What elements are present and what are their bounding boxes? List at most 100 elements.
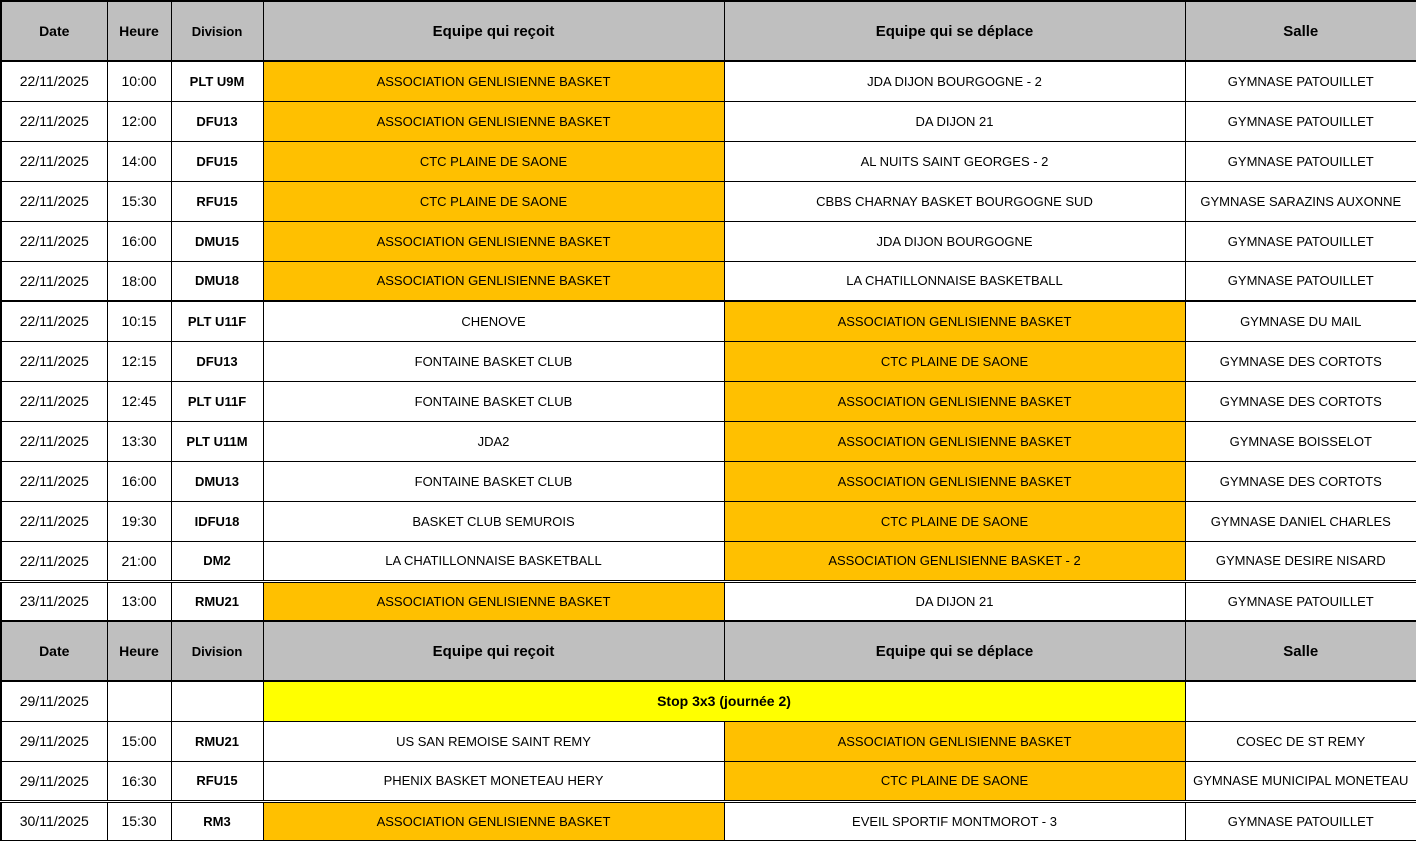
cell-away-team: ASSOCIATION GENLISIENNE BASKET - 2 [723, 540, 1186, 582]
cell-date: 22/11/2025 [0, 500, 108, 542]
column-header-equipe-deplace: Equipe qui se déplace [723, 620, 1186, 682]
cell-salle: GYMNASE DES CORTOTS [1184, 340, 1416, 382]
cell-home-team: CHENOVE [262, 300, 725, 342]
cell-division: DMU13 [170, 460, 264, 502]
cell-home-team: ASSOCIATION GENLISIENNE BASKET [262, 60, 725, 102]
cell-division: DFU13 [170, 340, 264, 382]
cell-date: 22/11/2025 [0, 460, 108, 502]
cell-salle: GYMNASE PATOUILLET [1184, 100, 1416, 142]
cell-away-team: ASSOCIATION GENLISIENNE BASKET [723, 300, 1186, 342]
cell-time: 13:00 [106, 579, 172, 622]
cell-salle: GYMNASE PATOUILLET [1184, 60, 1416, 102]
cell-division: RMU21 [170, 720, 264, 762]
stop3x3-banner-label: Stop 3x3 (journée 2) [262, 680, 1186, 722]
cell-division: DFU15 [170, 140, 264, 182]
cell-home-team: US SAN REMOISE SAINT REMY [262, 720, 725, 762]
cell-home-team: FONTAINE BASKET CLUB [262, 340, 725, 382]
column-header-equipe-recoit: Equipe qui reçoit [262, 620, 725, 682]
cell-away-team: AL NUITS SAINT GEORGES - 2 [723, 140, 1186, 182]
cell-date: 22/11/2025 [0, 260, 108, 302]
cell-salle: GYMNASE BOISSELOT [1184, 420, 1416, 462]
cell-date: 29/11/2025 [0, 720, 108, 762]
cell-salle [1184, 680, 1416, 722]
cell-away-team: CTC PLAINE DE SAONE [723, 340, 1186, 382]
cell-home-team: BASKET CLUB SEMUROIS [262, 500, 725, 542]
cell-date: 22/11/2025 [0, 420, 108, 462]
cell-away-team: ASSOCIATION GENLISIENNE BASKET [723, 460, 1186, 502]
cell-division: DMU18 [170, 260, 264, 302]
cell-time: 19:30 [106, 500, 172, 542]
match-row: 22/11/2025 12:45 PLT U11F FONTAINE BASKET C… [0, 380, 1416, 422]
cell-away-team: JDA DIJON BOURGOGNE - 2 [723, 60, 1186, 102]
cell-time: 12:15 [106, 340, 172, 382]
column-header-division: Division [170, 0, 264, 62]
cell-date: 22/11/2025 [0, 140, 108, 182]
cell-time: 10:00 [106, 60, 172, 102]
cell-division: RM3 [170, 799, 264, 841]
cell-salle: GYMNASE DESIRE NISARD [1184, 540, 1416, 582]
cell-away-team: ASSOCIATION GENLISIENNE BASKET [723, 420, 1186, 462]
cell-home-team: ASSOCIATION GENLISIENNE BASKET [262, 260, 725, 302]
cell-home-team: ASSOCIATION GENLISIENNE BASKET [262, 220, 725, 262]
cell-salle: GYMNASE DANIEL CHARLES [1184, 500, 1416, 542]
cell-time: 14:00 [106, 140, 172, 182]
cell-date: 22/11/2025 [0, 220, 108, 262]
cell-salle: GYMNASE PATOUILLET [1184, 799, 1416, 841]
cell-date: 22/11/2025 [0, 340, 108, 382]
cell-salle: GYMNASE MUNICIPAL MONETEAU [1184, 760, 1416, 802]
cell-away-team: EVEIL SPORTIF MONTMOROT - 3 [723, 799, 1186, 841]
cell-division [170, 680, 264, 722]
cell-division: DMU15 [170, 220, 264, 262]
cell-division: RFU15 [170, 760, 264, 802]
match-row: 23/11/2025 13:00 RMU21 ASSOCIATION GENLISIE… [0, 579, 1416, 622]
match-row: 22/11/2025 13:30 PLT U11M JDA2 ASSOCIATION G… [0, 420, 1416, 462]
match-row: 22/11/2025 10:00 PLT U9M ASSOCIATION GENLIS… [0, 60, 1416, 102]
cell-date: 22/11/2025 [0, 300, 108, 342]
cell-salle: GYMNASE DES CORTOTS [1184, 460, 1416, 502]
cell-date: 22/11/2025 [0, 60, 108, 102]
column-header-heure: Heure [106, 620, 172, 682]
cell-division: PLT U11F [170, 380, 264, 422]
match-row: 30/11/2025 15:30 RM3 ASSOCIATION GENLISIENN… [0, 799, 1416, 841]
match-row: 22/11/2025 15:30 RFU15 CTC PLAINE DE SAONE C… [0, 180, 1416, 222]
cell-away-team: DA DIJON 21 [723, 579, 1186, 622]
cell-home-team: FONTAINE BASKET CLUB [262, 380, 725, 422]
cell-date: 23/11/2025 [0, 579, 108, 622]
cell-time: 15:30 [106, 799, 172, 841]
cell-division: RFU15 [170, 180, 264, 222]
cell-time: 10:15 [106, 300, 172, 342]
cell-division: DFU13 [170, 100, 264, 142]
cell-division: PLT U11F [170, 300, 264, 342]
cell-away-team: LA CHATILLONNAISE BASKETBALL [723, 260, 1186, 302]
cell-division: RMU21 [170, 579, 264, 622]
column-header-date: Date [0, 620, 108, 682]
cell-away-team: CTC PLAINE DE SAONE [723, 760, 1186, 802]
cell-time: 12:00 [106, 100, 172, 142]
cell-date: 29/11/2025 [0, 760, 108, 802]
cell-home-team: ASSOCIATION GENLISIENNE BASKET [262, 100, 725, 142]
cell-away-team: ASSOCIATION GENLISIENNE BASKET [723, 380, 1186, 422]
match-row: 22/11/2025 21:00 DM2 LA CHATILLONNAISE BASK… [0, 540, 1416, 582]
column-header-equipe-recoit: Equipe qui reçoit [262, 0, 725, 62]
cell-salle: GYMNASE PATOUILLET [1184, 140, 1416, 182]
cell-time: 12:45 [106, 380, 172, 422]
match-row: 22/11/2025 16:00 DMU15 ASSOCIATION GENLISIE… [0, 220, 1416, 262]
table-header-row: Date Heure Division Equipe qui reçoit Equipe… [0, 620, 1416, 682]
stop3x3-banner-row: 29/11/2025 Stop 3x3 (journée 2) [0, 680, 1416, 722]
match-row: 22/11/2025 14:00 DFU15 CTC PLAINE DE SAONE A… [0, 140, 1416, 182]
cell-division: PLT U9M [170, 60, 264, 102]
cell-home-team: CTC PLAINE DE SAONE [262, 180, 725, 222]
cell-division: IDFU18 [170, 500, 264, 542]
table-header-row: Date Heure Division Equipe qui reçoit Equipe… [0, 0, 1416, 62]
match-row: 22/11/2025 19:30 IDFU18 BASKET CLUB SEMUROI… [0, 500, 1416, 542]
match-row: 22/11/2025 12:15 DFU13 FONTAINE BASKET CLUB… [0, 340, 1416, 382]
cell-time: 21:00 [106, 540, 172, 582]
cell-date: 22/11/2025 [0, 100, 108, 142]
cell-salle: GYMNASE PATOUILLET [1184, 220, 1416, 262]
match-row: 29/11/2025 16:30 RFU15 PHENIX BASKET MONETE… [0, 760, 1416, 802]
cell-salle: GYMNASE SARAZINS AUXONNE [1184, 180, 1416, 222]
cell-salle: GYMNASE PATOUILLET [1184, 260, 1416, 302]
cell-division: PLT U11M [170, 420, 264, 462]
